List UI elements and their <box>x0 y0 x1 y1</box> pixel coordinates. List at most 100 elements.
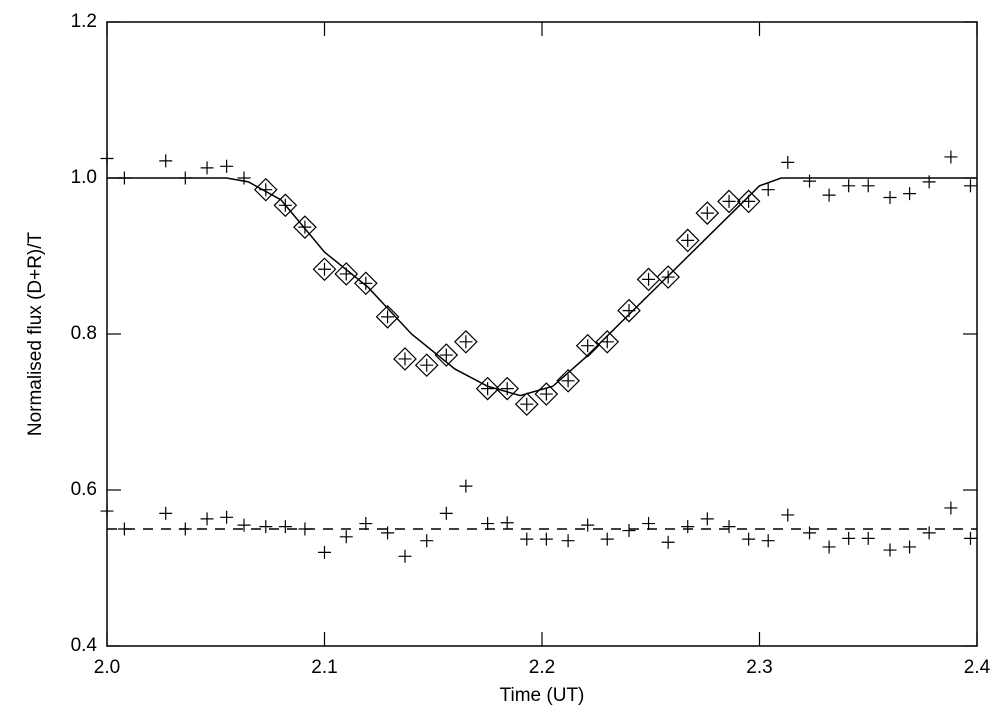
plus-marker <box>963 531 977 545</box>
plus-marker <box>459 335 473 349</box>
plus-marker <box>439 506 453 520</box>
plus-marker <box>100 152 114 165</box>
plus-marker <box>481 382 495 396</box>
plus-marker <box>420 358 434 372</box>
plus-marker <box>781 155 795 169</box>
plus-marker <box>903 187 917 201</box>
plus-marker <box>237 518 251 532</box>
plus-marker <box>459 479 473 493</box>
plus-marker <box>903 540 917 554</box>
x-tick-label: 2.2 <box>529 657 555 678</box>
plus-marker <box>500 382 514 396</box>
plus-marker <box>681 233 695 247</box>
diamond-marker <box>595 329 620 354</box>
plus-marker <box>500 516 514 530</box>
plus-marker <box>661 270 675 284</box>
plus-marker <box>298 220 312 234</box>
x-tick-label: 2.0 <box>94 657 120 678</box>
plus-marker <box>200 161 214 175</box>
plus-marker <box>220 510 234 524</box>
diamond-marker <box>375 304 400 329</box>
plus-marker <box>278 520 292 534</box>
plus-marker <box>761 183 775 197</box>
plus-marker <box>700 206 714 220</box>
plus-marker <box>861 531 875 545</box>
x-tick-label: 2.4 <box>964 657 991 678</box>
plus-marker <box>520 532 534 546</box>
plus-marker <box>481 517 495 531</box>
plus-marker <box>722 194 736 208</box>
plus-marker <box>600 532 614 546</box>
plus-marker <box>963 179 977 193</box>
plus-marker <box>200 512 214 526</box>
plus-marker <box>700 512 714 526</box>
plus-marker <box>398 352 412 366</box>
y-axis-label: Normalised flux (D+R)/T <box>25 231 46 436</box>
plus-marker <box>100 504 114 518</box>
plus-marker <box>861 179 875 193</box>
plus-marker <box>159 506 173 520</box>
plus-marker <box>318 262 331 276</box>
y-tick-label: 1.0 <box>71 167 97 188</box>
diamond-marker <box>636 267 661 292</box>
plus-marker <box>237 171 251 185</box>
plus-marker <box>259 520 273 534</box>
diamond-marker <box>312 257 337 282</box>
model-line <box>107 177 977 397</box>
plus-marker <box>822 188 836 202</box>
plus-marker <box>581 339 595 353</box>
plus-marker <box>822 540 836 554</box>
plus-marker <box>944 150 958 164</box>
y-tick-label: 0.8 <box>71 323 97 344</box>
plus-marker <box>439 348 453 362</box>
plus-marker <box>842 179 856 193</box>
plus-marker <box>883 191 897 204</box>
plus-marker <box>661 535 675 549</box>
plus-marker <box>883 543 897 557</box>
plus-marker <box>944 501 958 515</box>
plus-marker <box>642 272 656 286</box>
diamond-marker <box>293 215 317 239</box>
plus-marker <box>318 545 331 559</box>
plus-marker <box>681 520 695 534</box>
plus-marker <box>561 534 575 548</box>
plus-marker <box>742 532 756 546</box>
diamond-marker <box>514 392 539 417</box>
diamond-marker <box>717 189 741 214</box>
diamond-marker <box>253 177 278 202</box>
plus-marker <box>803 174 817 188</box>
plus-marker <box>581 518 595 532</box>
x-tick-label: 2.3 <box>746 657 772 678</box>
diamond-marker <box>495 376 520 401</box>
plus-marker <box>420 534 434 548</box>
plus-marker <box>339 530 353 544</box>
plot-frame <box>106 21 978 647</box>
plus-marker <box>520 397 534 411</box>
diamond-marker <box>475 376 500 401</box>
plus-marker <box>159 154 173 168</box>
diamond-marker <box>556 368 580 393</box>
plus-marker <box>220 159 234 173</box>
plus-marker <box>561 374 575 388</box>
diamond-marker <box>414 353 439 378</box>
plus-marker <box>359 517 373 531</box>
plus-marker <box>381 310 395 324</box>
plus-marker <box>398 549 412 563</box>
diamond-marker <box>334 262 359 286</box>
plus-marker <box>359 276 373 290</box>
diamond-marker <box>273 193 298 218</box>
plus-marker <box>781 508 795 522</box>
diamond-marker <box>736 189 761 214</box>
plus-marker <box>842 531 856 545</box>
diamond-marker <box>454 329 478 354</box>
diamond-marker <box>656 265 680 289</box>
y-tick-label: 0.6 <box>71 479 97 500</box>
x-tick-label: 2.1 <box>311 657 337 678</box>
plus-marker <box>761 534 775 548</box>
y-tick-label: 1.2 <box>71 11 97 32</box>
y-tick-label: 0.4 <box>71 635 98 656</box>
plus-marker <box>600 335 614 349</box>
diamond-marker <box>434 343 459 367</box>
